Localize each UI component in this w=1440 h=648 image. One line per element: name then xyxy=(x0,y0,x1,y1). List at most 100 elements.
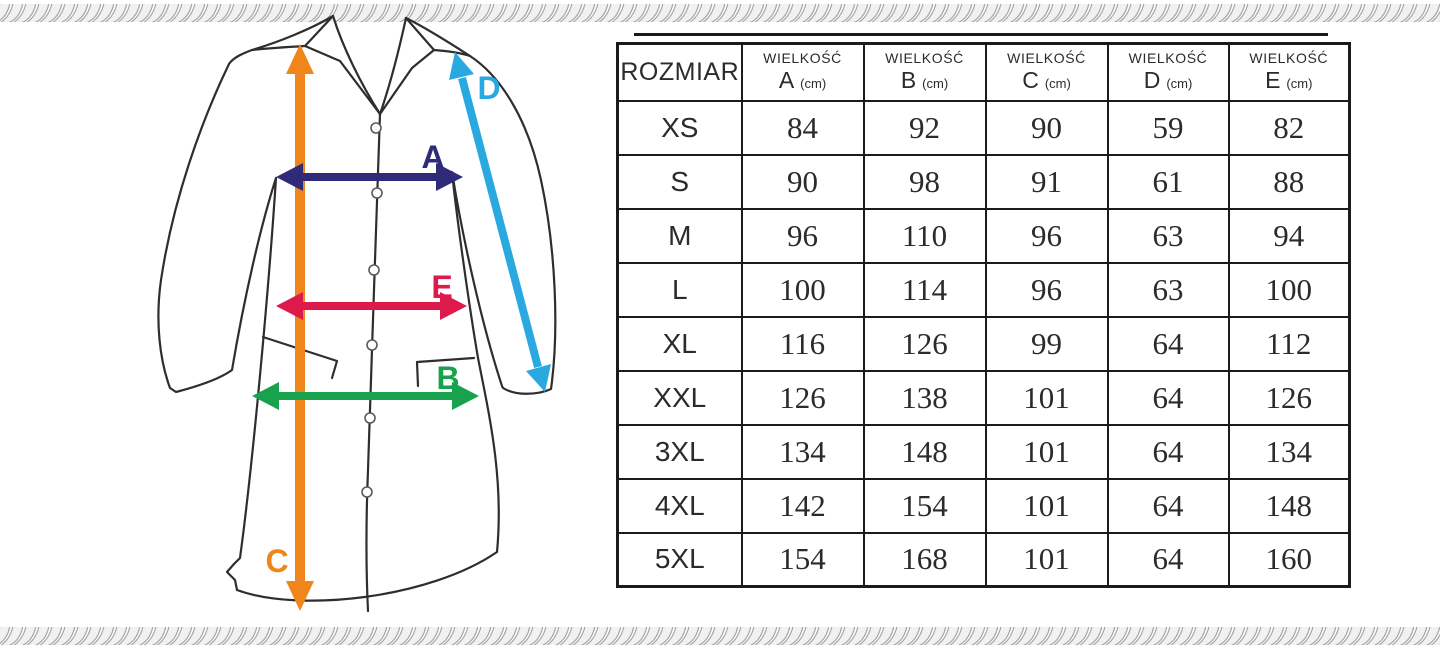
header-unit: (cm) xyxy=(922,75,949,91)
size-cell: 4XL xyxy=(616,477,743,534)
size-cell: XL xyxy=(616,315,743,372)
value-cell: 126 xyxy=(1227,369,1351,426)
measurement-label-d: D xyxy=(477,70,500,106)
header-letter-line: E (cm) xyxy=(1230,67,1349,97)
column-header-c: WIELKOŚĆ C (cm) xyxy=(984,42,1109,102)
header-letter: B xyxy=(900,66,917,93)
value-cell: 154 xyxy=(862,477,987,534)
value-cell: 94 xyxy=(1227,207,1351,264)
coat-right-collar xyxy=(378,16,436,116)
button xyxy=(371,187,383,199)
size-cell: XS xyxy=(616,99,743,156)
coat-right-shoulder-seam xyxy=(432,48,472,58)
rope-border-top xyxy=(0,4,1440,22)
rope-border-bottom xyxy=(0,627,1440,645)
value-cell: 168 xyxy=(862,531,987,588)
header-letter: D xyxy=(1143,66,1161,93)
table-top-rule xyxy=(634,33,1328,36)
value-cell: 101 xyxy=(984,369,1109,426)
table-row: S 90 98 91 61 88 xyxy=(616,153,1351,210)
table-row: 3XL 134 148 101 64 134 xyxy=(616,423,1351,480)
value-cell: 59 xyxy=(1106,99,1230,156)
value-cell: 90 xyxy=(984,99,1109,156)
coat-right-pocket xyxy=(415,356,476,388)
header-letter: C xyxy=(1022,66,1039,93)
table-row: M 96 110 96 63 94 xyxy=(616,207,1351,264)
table-header-row: ROZMIAR WIELKOŚĆ A (cm) WIELKOŚĆ B (cm) … xyxy=(616,42,1351,102)
button xyxy=(361,486,373,498)
value-cell: 64 xyxy=(1106,531,1230,588)
coat-left-lapel-fold xyxy=(331,14,382,116)
table-row: L 100 114 96 63 100 xyxy=(616,261,1351,318)
button xyxy=(366,339,378,351)
header-word: WIELKOŚĆ xyxy=(1249,49,1329,66)
size-cell: L xyxy=(616,261,743,318)
value-cell: 112 xyxy=(1227,315,1351,372)
header-word: WIELKOŚĆ xyxy=(1007,49,1086,66)
header-letter-line: C (cm) xyxy=(987,67,1107,97)
column-header-b: WIELKOŚĆ B (cm) xyxy=(862,42,987,102)
measurement-arrow-d: D xyxy=(449,52,551,392)
value-cell: 110 xyxy=(862,207,987,264)
value-cell: 101 xyxy=(984,531,1109,588)
value-cell: 114 xyxy=(862,261,987,318)
value-cell: 134 xyxy=(740,423,865,480)
size-cell: S xyxy=(616,153,743,210)
measurement-arrow-c: C xyxy=(265,44,314,611)
column-header-d: WIELKOŚĆ D (cm) xyxy=(1106,42,1230,102)
value-cell: 98 xyxy=(862,153,987,210)
header-unit: (cm) xyxy=(800,75,827,91)
header-unit: (cm) xyxy=(1166,75,1193,91)
table-row: XS 84 92 90 59 82 xyxy=(616,99,1351,156)
size-cell: M xyxy=(616,207,743,264)
header-word: WIELKOŚĆ xyxy=(885,49,964,66)
value-cell: 142 xyxy=(740,477,865,534)
coat-left-shoulder-seam xyxy=(250,44,307,52)
measurement-label-a: A xyxy=(421,139,444,175)
value-cell: 84 xyxy=(740,99,865,156)
value-cell: 116 xyxy=(740,315,865,372)
value-cell: 154 xyxy=(740,531,865,588)
value-cell: 101 xyxy=(984,477,1109,534)
value-cell: 96 xyxy=(740,207,865,264)
value-cell: 63 xyxy=(1106,261,1230,318)
value-cell: 101 xyxy=(984,423,1109,480)
value-cell: 64 xyxy=(1106,315,1230,372)
header-unit: (cm) xyxy=(1044,75,1071,91)
header-letter-line: A (cm) xyxy=(743,67,863,97)
value-cell: 91 xyxy=(984,153,1109,210)
value-cell: 160 xyxy=(1227,531,1351,588)
coat-buttons xyxy=(361,122,383,498)
table-row: 4XL 142 154 101 64 148 xyxy=(616,477,1351,534)
measurement-label-c: C xyxy=(265,543,288,579)
value-cell: 64 xyxy=(1106,477,1230,534)
value-cell: 138 xyxy=(862,369,987,426)
header-unit: (cm) xyxy=(1286,75,1313,91)
measurement-label-e: E xyxy=(431,269,452,305)
coat-left-pocket xyxy=(261,335,339,380)
size-cell: 3XL xyxy=(616,423,743,480)
column-header-e: WIELKOŚĆ E (cm) xyxy=(1227,42,1351,102)
table-row: XL 116 126 99 64 112 xyxy=(616,315,1351,372)
value-cell: 100 xyxy=(740,261,865,318)
coat-left-collar xyxy=(303,14,382,116)
coat-measurement-diagram: C A E B D xyxy=(157,14,557,613)
value-cell: 64 xyxy=(1106,369,1230,426)
value-cell: 92 xyxy=(862,99,987,156)
value-cell: 88 xyxy=(1227,153,1351,210)
value-cell: 82 xyxy=(1227,99,1351,156)
column-header-rozmiar: ROZMIAR xyxy=(616,42,743,102)
column-header-a: WIELKOŚĆ A (cm) xyxy=(740,42,865,102)
coat-outline xyxy=(157,14,557,613)
header-letter: E xyxy=(1265,66,1281,93)
measurement-arrow-e: E xyxy=(276,269,467,320)
value-cell: 134 xyxy=(1227,423,1351,480)
header-letter-line: B (cm) xyxy=(865,67,985,97)
value-cell: 148 xyxy=(862,423,987,480)
table-row: 5XL 154 168 101 64 160 xyxy=(616,531,1351,588)
value-cell: 126 xyxy=(740,369,865,426)
size-cell: XXL xyxy=(616,369,743,426)
table-row: XXL 126 138 101 64 126 xyxy=(616,369,1351,426)
value-cell: 64 xyxy=(1106,423,1230,480)
